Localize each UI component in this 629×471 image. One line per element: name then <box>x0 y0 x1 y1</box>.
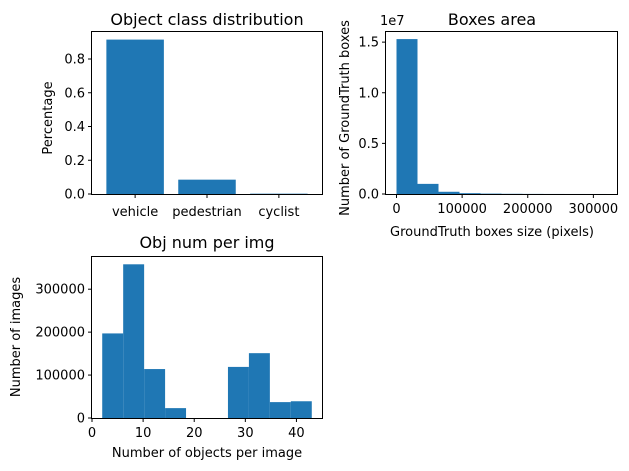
obj-num-bar <box>269 402 291 418</box>
class-distribution-bar <box>178 179 236 194</box>
class-distribution-category-label: pedestrian <box>172 205 242 220</box>
boxes-area-bar <box>417 183 439 194</box>
obj-num-ytick-label: 100000 <box>35 369 85 384</box>
class-distribution-ytick-label: 0.0 <box>64 188 85 203</box>
obj-num-bars <box>102 264 312 418</box>
boxes-area-chart: Boxes area 1e7 Number of GroundTruth box… <box>338 10 618 240</box>
boxes-area-bar <box>438 191 460 194</box>
boxes-area-xtick-label: 200000 <box>503 202 553 217</box>
class-distribution-ylabel: Percentage <box>41 81 56 154</box>
obj-num-xlabel: Number of objects per image <box>112 446 302 461</box>
boxes-area-title: Boxes area <box>448 10 536 29</box>
boxes-area-xlabel: GroundTruth boxes size (pixels) <box>390 225 594 240</box>
boxes-area-ytick-label: 1.5 <box>358 36 379 51</box>
class-distribution-ytick-label: 0.4 <box>64 120 85 135</box>
obj-num-ticks: 0 100000 200000 300000 0 10 20 30 40 <box>35 283 304 441</box>
class-distribution-category-label: cyclist <box>258 205 299 220</box>
obj-num-ytick-label: 300000 <box>35 283 85 298</box>
obj-num-bar <box>248 353 270 418</box>
boxes-area-ytick-label: 0.0 <box>358 188 379 203</box>
class-distribution-ytick-label: 0.8 <box>64 53 85 68</box>
class-distribution-ytick-label: 0.2 <box>64 154 85 169</box>
boxes-area-ylabel: Number of GroundTruth boxes <box>338 20 353 216</box>
obj-num-ytick-label: 0 <box>77 412 85 427</box>
obj-num-xtick-label: 40 <box>288 426 305 441</box>
obj-num-bar <box>102 333 124 418</box>
obj-num-xtick-label: 20 <box>186 426 203 441</box>
class-distribution-title: Object class distribution <box>110 10 303 29</box>
obj-num-chart: Obj num per img Number of images Number … <box>9 233 323 461</box>
class-distribution-category-label: vehicle <box>112 205 158 220</box>
obj-num-xtick-label: 10 <box>135 426 152 441</box>
boxes-area-ytick-label: 0.5 <box>358 137 379 152</box>
obj-num-axes <box>91 256 323 419</box>
obj-num-bar <box>165 408 187 418</box>
boxes-area-offset-text: 1e7 <box>380 14 405 29</box>
class-distribution-ytick-label: 0.6 <box>64 86 85 101</box>
boxes-area-xtick-label: 100000 <box>437 202 487 217</box>
boxes-area-axes <box>385 31 618 195</box>
class-distribution-bars <box>106 39 308 194</box>
class-distribution-bar <box>106 39 164 194</box>
obj-num-bar <box>144 369 166 418</box>
class-distribution-axes <box>91 31 323 195</box>
obj-num-bar <box>123 264 145 418</box>
boxes-area-xtick-label: 300000 <box>569 202 619 217</box>
obj-num-xtick-label: 0 <box>88 426 96 441</box>
obj-num-ylabel: Number of images <box>9 277 24 398</box>
obj-num-bar <box>290 401 312 418</box>
obj-num-bar <box>227 366 249 418</box>
boxes-area-ticks: 0.0 0.5 1.0 1.5 0 100000 200000 300000 <box>358 36 618 217</box>
boxes-area-ytick-label: 1.0 <box>358 86 379 101</box>
obj-num-title: Obj num per img <box>139 233 274 252</box>
obj-num-ytick-label: 200000 <box>35 326 85 341</box>
boxes-area-bar <box>459 193 481 194</box>
boxes-area-bars <box>396 39 607 195</box>
class-distribution-chart: Object class distribution Percentage 0.0… <box>41 10 323 220</box>
obj-num-xtick-label: 30 <box>237 426 254 441</box>
boxes-area-bar <box>396 39 418 195</box>
boxes-area-xtick-label: 0 <box>392 202 400 217</box>
